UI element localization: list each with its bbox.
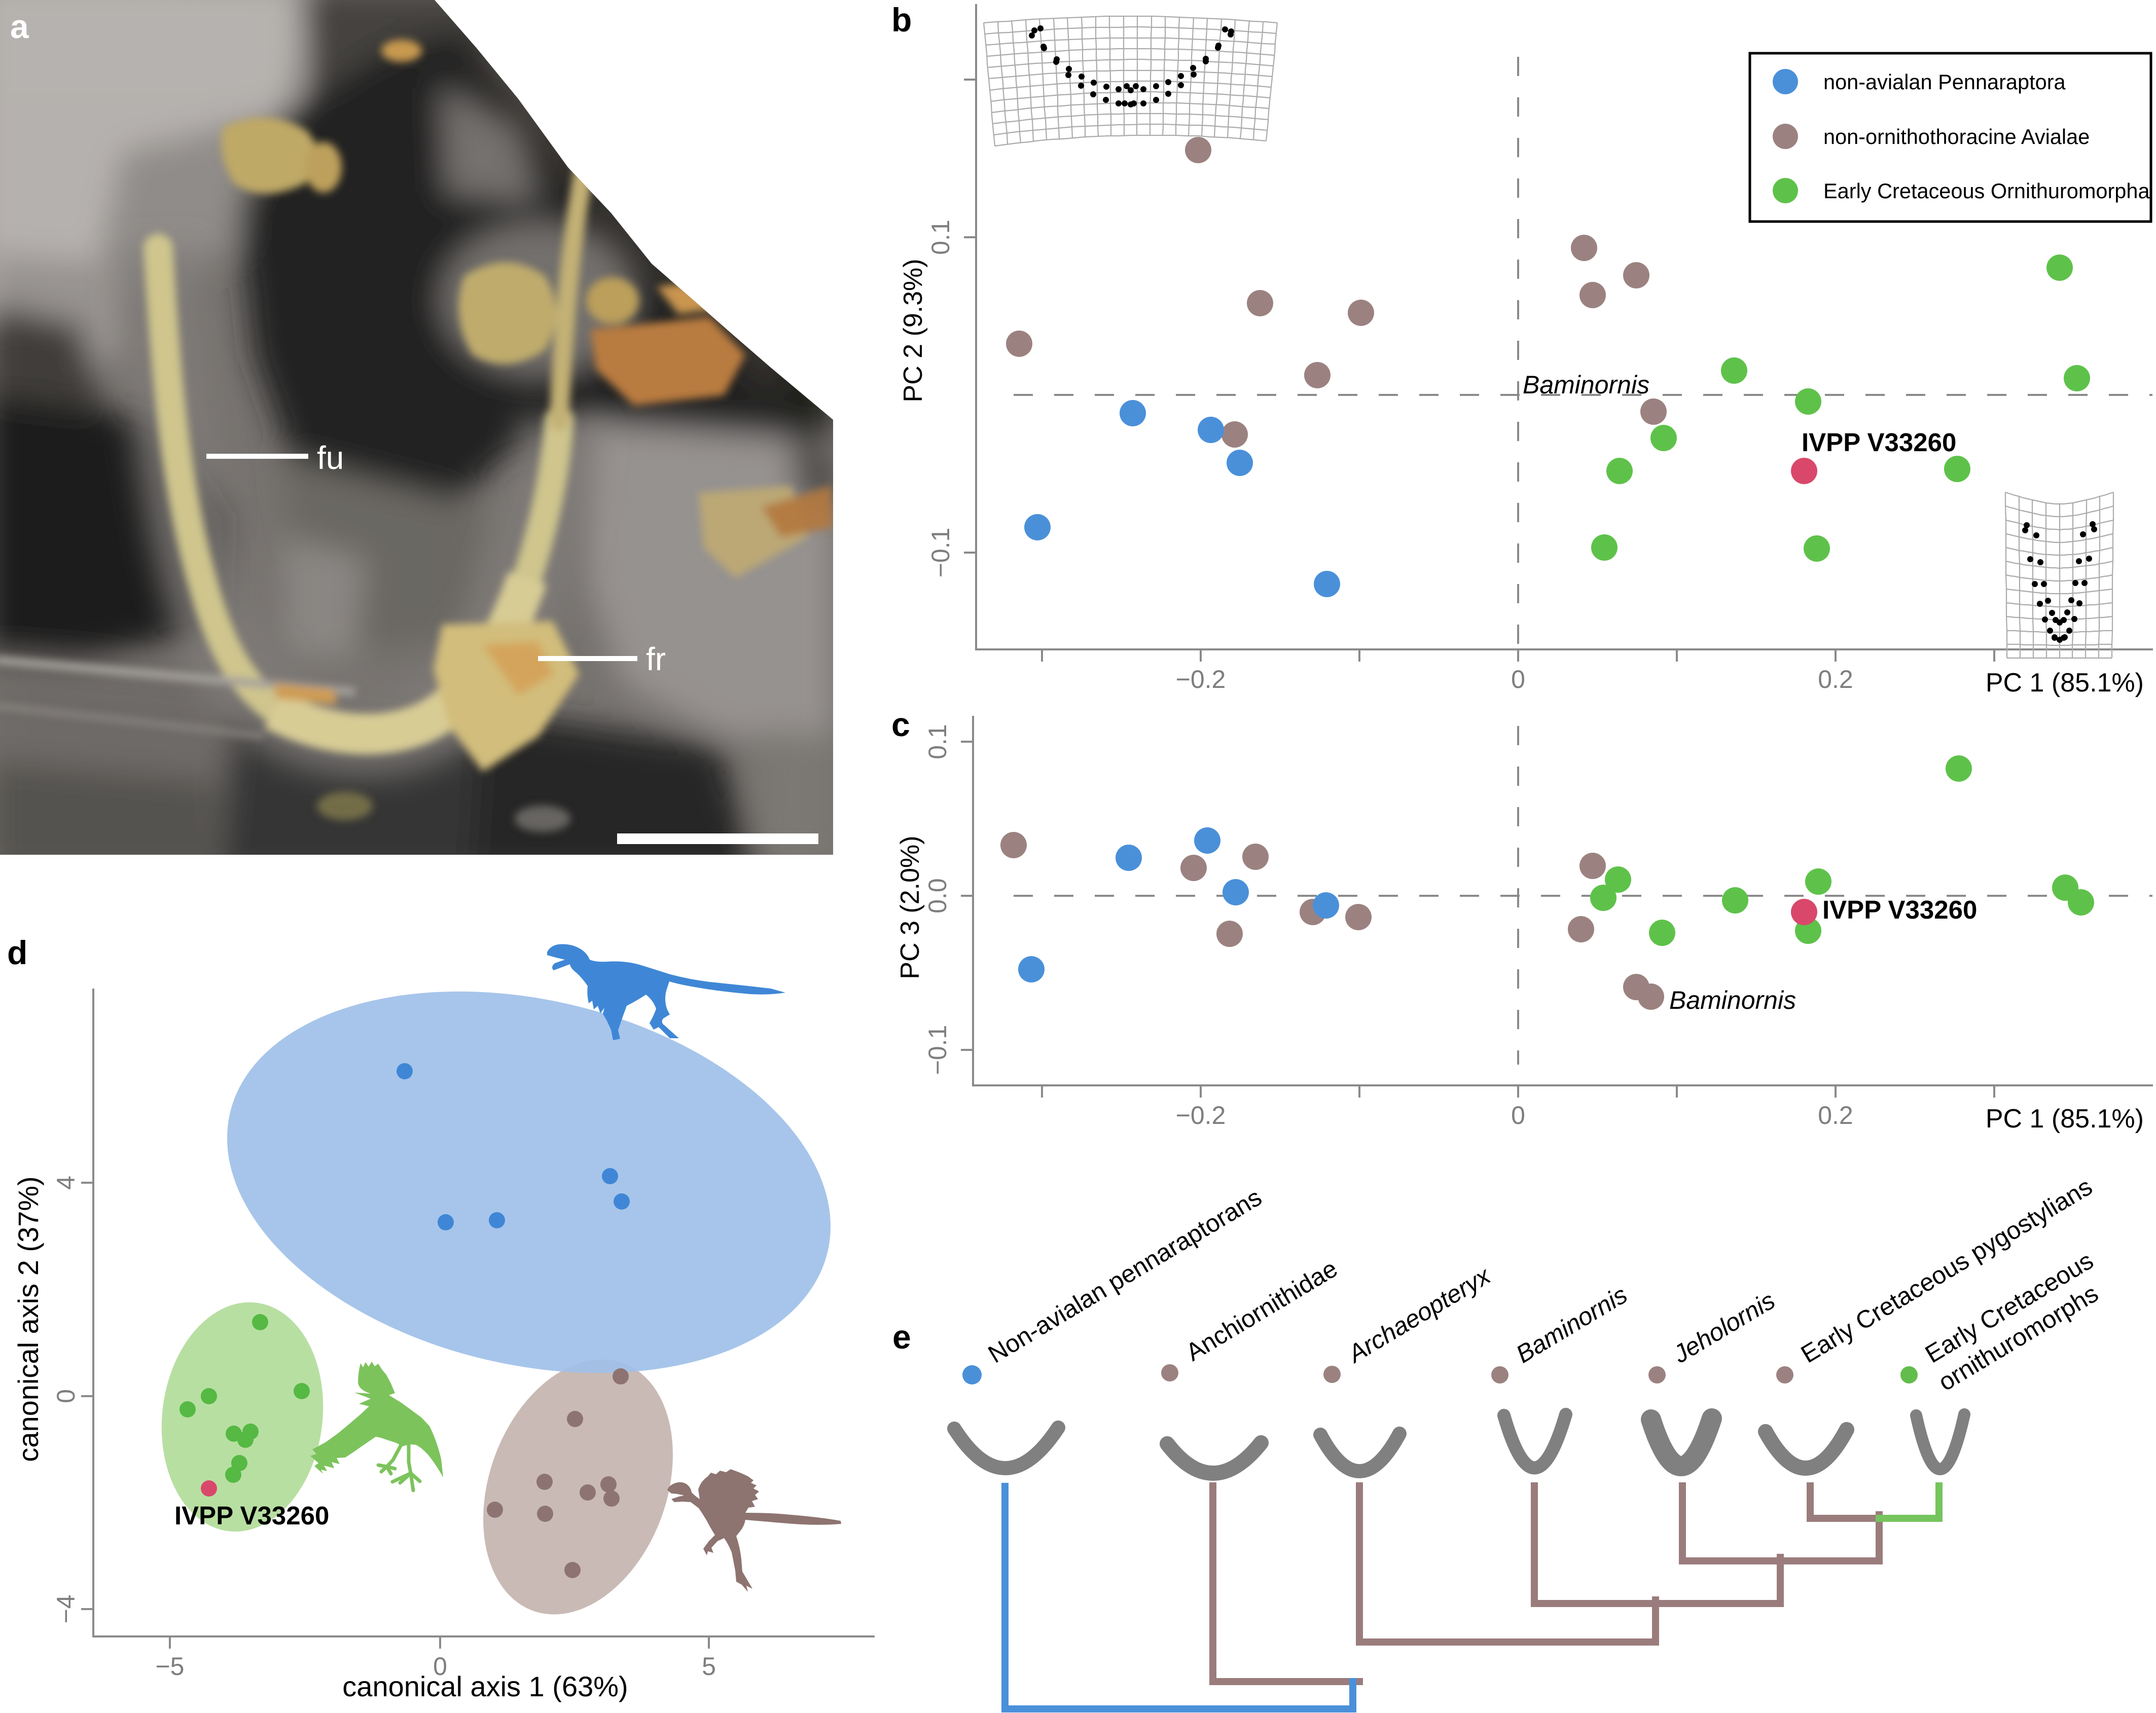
svg-text:fu: fu (317, 440, 344, 476)
svg-text:Baminornis: Baminornis (1512, 1281, 1632, 1369)
svg-text:Baminornis: Baminornis (1523, 371, 1649, 399)
svg-text:0: 0 (433, 1652, 447, 1681)
svg-text:PC 1 (85.1%): PC 1 (85.1%) (1986, 1104, 2144, 1134)
svg-text:0.1: 0.1 (926, 220, 955, 255)
svg-text:−0.2: −0.2 (1176, 1101, 1226, 1129)
svg-text:PC 1 (85.1%): PC 1 (85.1%) (1986, 668, 2144, 698)
svg-text:PC 3 (2.0%): PC 3 (2.0%) (895, 835, 925, 979)
svg-text:4: 4 (52, 1176, 80, 1190)
svg-text:0.2: 0.2 (1818, 665, 1853, 694)
svg-text:Anchiornithidae: Anchiornithidae (1181, 1255, 1342, 1366)
svg-text:canonical axis 2 (37%): canonical axis 2 (37%) (12, 1176, 44, 1462)
svg-text:−4: −4 (52, 1594, 80, 1623)
svg-text:0: 0 (1511, 665, 1525, 694)
svg-text:−0.2: −0.2 (1176, 665, 1226, 694)
svg-text:0.1: 0.1 (923, 724, 952, 759)
svg-text:IVPP V33260: IVPP V33260 (1802, 428, 1956, 457)
svg-text:c: c (891, 706, 910, 743)
svg-text:canonical axis 1 (63%): canonical axis 1 (63%) (342, 1670, 628, 1702)
svg-text:d: d (7, 934, 27, 971)
svg-text:non-avialan Pennaraptora: non-avialan Pennaraptora (1823, 70, 2066, 94)
svg-text:e: e (892, 1318, 911, 1356)
svg-text:PC 2 (9.3%): PC 2 (9.3%) (899, 259, 928, 402)
svg-text:non-ornithothoracine Avialae: non-ornithothoracine Avialae (1823, 125, 2090, 149)
svg-text:−0.1: −0.1 (923, 1025, 952, 1075)
svg-text:−0.1: −0.1 (926, 528, 955, 578)
svg-text:Baminornis: Baminornis (1669, 986, 1796, 1014)
svg-text:IVPP V33260: IVPP V33260 (1822, 895, 1977, 924)
svg-text:Early Cretaceous Ornithuromorp: Early Cretaceous Ornithuromorpha (1823, 179, 2150, 203)
svg-text:0: 0 (1511, 1101, 1525, 1129)
svg-text:0: 0 (52, 1389, 80, 1403)
svg-text:5: 5 (702, 1652, 716, 1681)
svg-text:IVPP V33260: IVPP V33260 (174, 1501, 329, 1530)
svg-text:0.2: 0.2 (1818, 1101, 1853, 1129)
svg-text:Jeholornis: Jeholornis (1668, 1287, 1780, 1369)
svg-text:fr: fr (646, 641, 666, 677)
svg-text:a: a (10, 8, 29, 45)
svg-text:Archaeopteryx: Archaeopteryx (1342, 1262, 1495, 1369)
svg-text:0.0: 0.0 (923, 878, 952, 914)
svg-text:b: b (891, 1, 912, 39)
svg-text:−5: −5 (155, 1652, 184, 1681)
